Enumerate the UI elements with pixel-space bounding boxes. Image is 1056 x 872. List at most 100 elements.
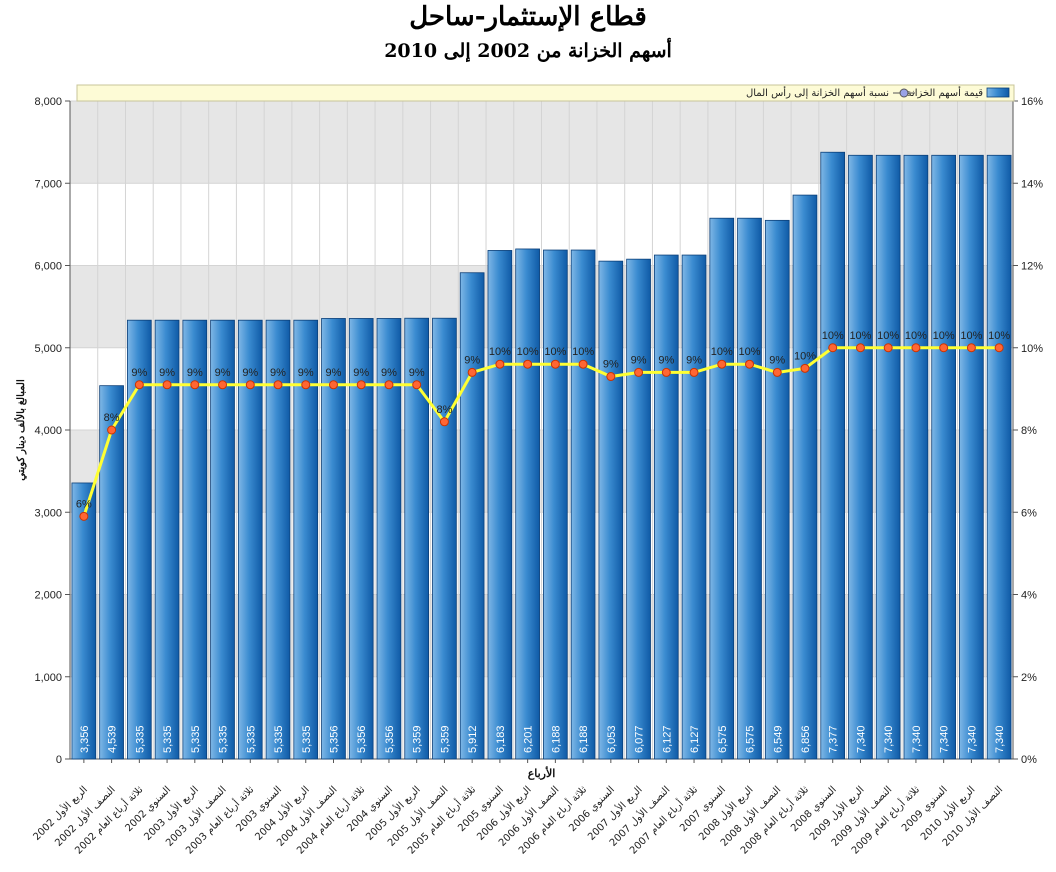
bar-value-label: 5,356	[356, 725, 368, 753]
bar[interactable]	[848, 154, 873, 760]
ratio-point[interactable]	[439, 417, 449, 427]
ratio-value-label: 8%	[436, 404, 452, 416]
ratio-point[interactable]	[190, 380, 200, 390]
bar-value-label: 4,539	[107, 725, 119, 753]
bar-value-label: 5,356	[384, 725, 396, 753]
y2-tick-label: 12%	[1021, 261, 1043, 273]
ratio-point[interactable]	[218, 380, 228, 390]
ratio-point[interactable]	[634, 367, 644, 377]
ratio-point[interactable]	[689, 367, 699, 377]
bar-value-label: 7,340	[911, 725, 923, 753]
ratio-point[interactable]	[745, 359, 755, 369]
ratio-point[interactable]	[661, 367, 671, 377]
bar[interactable]	[820, 151, 846, 760]
y-tick-label: 0	[56, 754, 62, 766]
ratio-value-label: 10%	[794, 350, 816, 362]
bar-value-label: 5,359	[439, 725, 451, 753]
bar-value-label: 6,053	[606, 725, 618, 753]
ratio-point[interactable]	[800, 363, 810, 373]
ratio-point[interactable]	[245, 380, 255, 390]
ratio-point[interactable]	[384, 380, 394, 390]
bar[interactable]	[653, 254, 679, 760]
bar[interactable]	[737, 217, 762, 760]
legend-line-label: نسبة أسهم الخزانة إلى رأس المال	[746, 86, 889, 99]
bar[interactable]	[681, 254, 707, 760]
ratio-point[interactable]	[966, 343, 976, 353]
bar-value-label: 6,188	[550, 725, 562, 753]
chart-title: قطاع الإستثمار-ساحل	[409, 2, 647, 32]
bar[interactable]	[764, 219, 790, 760]
ratio-value-label: 9%	[242, 367, 258, 379]
ratio-point[interactable]	[495, 359, 505, 369]
x-axis-title: الأرباع	[528, 766, 556, 780]
bar[interactable]	[903, 154, 929, 760]
ratio-point[interactable]	[717, 359, 727, 369]
bar[interactable]	[598, 260, 624, 760]
ratio-value-label: 9%	[215, 367, 231, 379]
bar[interactable]	[792, 194, 818, 760]
y-tick-label: 5,000	[34, 343, 62, 355]
y-axis-title: المبالغ بالألف دينار كويتي	[15, 379, 27, 481]
ratio-value-label: 10%	[988, 330, 1010, 342]
y2-tick-label: 16%	[1021, 96, 1043, 108]
ratio-value-label: 9%	[381, 367, 397, 379]
ratio-point[interactable]	[994, 343, 1004, 353]
ratio-point[interactable]	[911, 343, 921, 353]
bar-value-label: 7,340	[855, 725, 867, 753]
bar[interactable]	[71, 482, 97, 760]
bar-value-label: 6,077	[634, 725, 646, 753]
ratio-point[interactable]	[162, 380, 172, 390]
ratio-point[interactable]	[273, 380, 283, 390]
ratio-point[interactable]	[467, 367, 477, 377]
ratio-point[interactable]	[883, 343, 893, 353]
ratio-point[interactable]	[107, 425, 117, 435]
bar-value-label: 6,188	[578, 725, 590, 753]
ratio-point[interactable]	[606, 372, 616, 382]
ratio-point[interactable]	[772, 367, 782, 377]
ratio-point[interactable]	[328, 380, 338, 390]
ratio-point[interactable]	[79, 511, 89, 521]
ratio-line	[82, 346, 1000, 517]
bar[interactable]	[931, 154, 956, 760]
ratio-value-label: 10%	[517, 346, 539, 358]
ratio-value-label: 9%	[464, 354, 480, 366]
ratio-point[interactable]	[412, 380, 422, 390]
bar-value-label: 5,335	[162, 725, 174, 753]
bar[interactable]	[515, 248, 540, 760]
bar[interactable]	[959, 154, 984, 760]
ratio-point[interactable]	[939, 343, 949, 353]
bar-value-label: 5,335	[190, 725, 202, 753]
ratio-value-label: 10%	[572, 346, 594, 358]
ratio-point[interactable]	[134, 380, 144, 390]
ratio-value-label: 9%	[326, 367, 342, 379]
bar[interactable]	[570, 249, 596, 760]
y2-tick-label: 8%	[1021, 425, 1037, 437]
ratio-value-label: 9%	[603, 359, 619, 371]
ratio-point[interactable]	[523, 359, 533, 369]
ratio-value-label: 9%	[131, 367, 147, 379]
legend-bar-swatch	[986, 87, 1010, 98]
bar[interactable]	[459, 272, 485, 760]
bar[interactable]	[986, 154, 1012, 760]
bar-value-label: 7,340	[939, 725, 951, 753]
ratio-point[interactable]	[301, 380, 311, 390]
ratio-point[interactable]	[855, 343, 865, 353]
ratio-point[interactable]	[356, 380, 366, 390]
ratio-point[interactable]	[578, 359, 588, 369]
bar[interactable]	[543, 249, 568, 760]
bar-value-label: 3,356	[79, 725, 91, 753]
ratio-value-label: 9%	[658, 354, 674, 366]
ratio-value-label: 9%	[187, 367, 203, 379]
ratio-value-label: 10%	[905, 330, 927, 342]
bar[interactable]	[487, 250, 513, 760]
ratio-value-label: 9%	[270, 367, 286, 379]
bar[interactable]	[709, 217, 735, 760]
ratio-point[interactable]	[550, 359, 560, 369]
bar[interactable]	[875, 154, 901, 760]
bar[interactable]	[432, 317, 457, 760]
bar-value-label: 6,575	[717, 725, 729, 753]
ratio-point[interactable]	[828, 343, 838, 353]
bar[interactable]	[626, 258, 651, 760]
bar[interactable]	[99, 385, 124, 760]
